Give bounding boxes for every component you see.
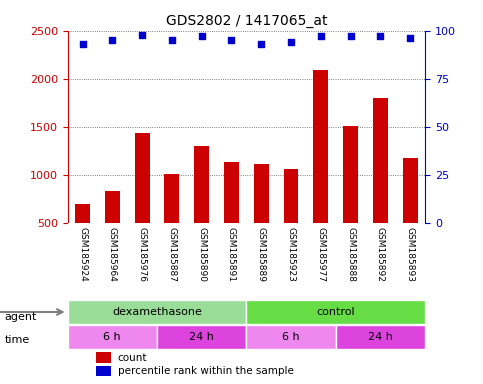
Bar: [343, 126, 358, 271]
Point: [317, 33, 325, 40]
Text: GSM185923: GSM185923: [286, 227, 296, 281]
Text: dexamethasone: dexamethasone: [112, 307, 202, 317]
Text: GSM185887: GSM185887: [168, 227, 176, 281]
Text: GSM185964: GSM185964: [108, 227, 117, 281]
Bar: [403, 158, 418, 271]
Text: GSM185891: GSM185891: [227, 227, 236, 281]
Text: time: time: [5, 335, 30, 345]
Text: 24 h: 24 h: [368, 332, 393, 342]
Text: GSM185976: GSM185976: [138, 227, 146, 281]
Text: GSM185977: GSM185977: [316, 227, 325, 281]
Bar: [284, 169, 298, 271]
Text: GSM185892: GSM185892: [376, 227, 385, 281]
Point: [287, 39, 295, 45]
Bar: [313, 70, 328, 271]
Text: GSM185889: GSM185889: [257, 227, 266, 281]
Point: [227, 37, 235, 43]
Point: [198, 33, 206, 40]
Text: percentile rank within the sample: percentile rank within the sample: [118, 366, 294, 376]
Text: 6 h: 6 h: [103, 332, 121, 342]
Bar: [96, 366, 111, 376]
Text: count: count: [118, 353, 147, 362]
Point: [138, 31, 146, 38]
Text: GSM185893: GSM185893: [406, 227, 414, 281]
Bar: [224, 162, 239, 271]
Point: [347, 33, 355, 40]
FancyBboxPatch shape: [246, 300, 425, 324]
Text: control: control: [316, 307, 355, 317]
Bar: [75, 204, 90, 271]
FancyBboxPatch shape: [68, 325, 157, 349]
FancyBboxPatch shape: [336, 325, 425, 349]
Point: [108, 37, 116, 43]
Text: agent: agent: [5, 312, 37, 322]
Point: [406, 35, 414, 41]
Bar: [105, 191, 120, 271]
Bar: [194, 146, 209, 271]
Text: 6 h: 6 h: [282, 332, 300, 342]
Bar: [96, 352, 111, 363]
Text: GSM185888: GSM185888: [346, 227, 355, 281]
Bar: [164, 174, 179, 271]
Bar: [135, 133, 150, 271]
Point: [257, 41, 265, 47]
Point: [168, 37, 176, 43]
Bar: [254, 164, 269, 271]
Text: GSM185924: GSM185924: [78, 227, 87, 281]
Text: 24 h: 24 h: [189, 332, 214, 342]
Bar: [373, 98, 388, 271]
FancyBboxPatch shape: [68, 300, 246, 324]
FancyBboxPatch shape: [157, 325, 246, 349]
Title: GDS2802 / 1417065_at: GDS2802 / 1417065_at: [166, 14, 327, 28]
Text: GSM185890: GSM185890: [197, 227, 206, 281]
Point: [377, 33, 384, 40]
Point: [79, 41, 86, 47]
FancyBboxPatch shape: [246, 325, 336, 349]
